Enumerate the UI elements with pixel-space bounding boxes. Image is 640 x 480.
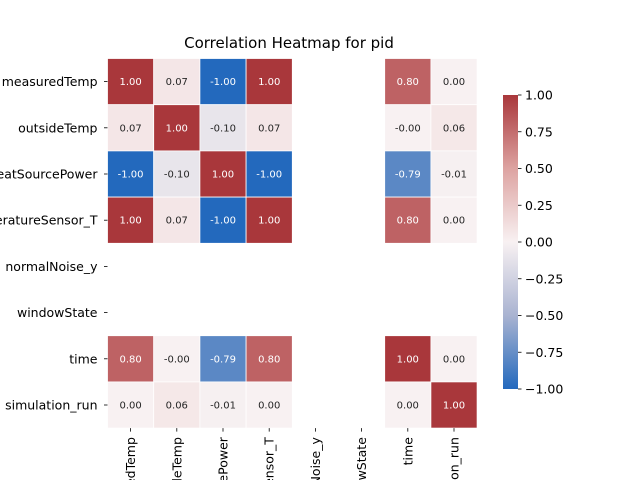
row-labels: measuredTemp outsideTemp heatSourcePower te… [0,74,108,413]
heatmap-cell [199,335,247,383]
cell-value-label: 0.07 [258,123,280,134]
colorbar-tick-label: −0.25 [525,271,563,286]
heatmap-cell [245,196,293,244]
heatmap-cell [245,335,293,383]
heatmap-cell [153,196,201,244]
heatmap-cell [430,150,478,198]
cell-value-label: -0.79 [395,170,421,181]
colorbar-tick-label: 1.00 [525,88,553,103]
row-label: normalNoise_y [5,259,98,274]
cell-value-label: 0.80 [119,354,141,365]
heatmap-cell [245,150,293,198]
row-label: simulation_run [5,398,97,413]
cell-value-label: -0.00 [395,123,421,134]
cell-value-label: 0.06 [443,123,465,134]
row-label: temperatureSensor_T [0,213,98,228]
cell-value-label: 1.00 [166,123,188,134]
heatmap-cell [430,196,478,244]
colorbar-tick-label: 0.25 [525,198,553,213]
colorbar-tick-label: −1.00 [525,382,563,397]
cell-value-label: 0.07 [119,123,141,134]
cell-value-label: -1.00 [118,170,144,181]
cell-value-label: 0.00 [119,401,141,412]
cell-value-label: -0.10 [164,170,190,181]
cell-value-label: 0.06 [166,401,188,412]
colorbar-tick-label: 0.50 [525,161,553,176]
cell-value-label: 0.00 [443,216,465,227]
row-label: outsideTemp [18,120,97,135]
cell-value-label: 0.00 [258,401,280,412]
heatmap-cell [153,150,201,198]
cell-value-label: -1.00 [256,170,282,181]
cell-value-label: -1.00 [210,216,236,227]
cell-value-label: 1.00 [258,216,280,227]
column-labels: measuredTemp outsideTemp heatSourcePower te… [123,428,462,480]
heatmap-cell [199,58,247,106]
row-label: windowState [17,305,98,320]
cell-value-label: 1.00 [119,77,141,88]
column-label: heatSourcePower [216,436,231,480]
colorbar-tick-label: 0.00 [525,235,553,250]
heatmap-cell [430,104,478,152]
cell-value-label: 1.00 [119,216,141,227]
cell-value-label: -0.01 [210,401,236,412]
row-label: time [69,351,98,366]
heatmap-cell [199,196,247,244]
heatmap-cell [107,196,155,244]
cell-value-label: 0.00 [397,401,419,412]
colorbar-ticks: 1.00 0.75 0.50 0.25 0.00 −0.25 −0.50 −0.75 −1.00 [518,88,563,397]
heatmap-cell [107,381,155,429]
column-label: time [400,437,415,466]
heatmap-cell [430,335,478,383]
heatmap-cell [245,104,293,152]
heatmap-cell [107,58,155,106]
column-label: windowState [354,437,369,480]
cell-value-label: -0.00 [164,354,190,365]
cell-value-label: 0.80 [397,216,419,227]
colorbar-tick-label: 0.75 [525,124,553,139]
column-label: simulation_run [447,437,462,480]
colorbar-tick-label: −0.50 [525,308,563,323]
cell-value-label: -0.79 [210,354,236,365]
cell-value-label: 0.80 [258,354,280,365]
cell-value-label: 0.07 [166,216,188,227]
colorbar-tick-label: −0.75 [525,345,563,360]
heatmap-cell [384,196,432,244]
heatmap-cell [153,104,201,152]
heatmap-cell [384,335,432,383]
cell-value-label: 1.00 [443,401,465,412]
cell-value-label: 0.07 [166,77,188,88]
column-label: outsideTemp [169,437,184,480]
cell-value-label: 1.00 [258,77,280,88]
cell-value-label: 1.00 [212,170,234,181]
colorbar: 1.00 0.75 0.50 0.25 0.00 −0.25 −0.50 −0.75 −1.00 [503,88,563,397]
heatmap-cell [430,381,478,429]
colorbar-gradient [503,95,518,389]
column-label: measuredTemp [123,437,138,480]
chart-title: Correlation Heatmap for pid [184,34,394,52]
heatmap-cells: 1.00 0.07 -1.00 1.00 0.80 0.00 0.07 1.00 -0.10 0.… [107,58,478,429]
column-label: temperatureSensor_T [262,437,277,480]
heatmap-cell [384,150,432,198]
heatmap-cell [245,58,293,106]
row-label: measuredTemp [2,74,98,89]
heatmap-cell [430,58,478,106]
row-label: heatSourcePower [0,167,98,182]
cell-value-label: -1.00 [210,77,236,88]
cell-value-label: 0.80 [397,77,419,88]
cell-value-label: 0.00 [443,354,465,365]
cell-value-label: 1.00 [397,354,419,365]
cell-value-label: 0.00 [443,77,465,88]
heatmap-cell [107,335,155,383]
cell-value-label: -0.01 [441,170,467,181]
cell-value-label: -0.10 [210,123,236,134]
column-label: normalNoise_y [308,437,323,480]
heatmap-cell [153,58,201,106]
